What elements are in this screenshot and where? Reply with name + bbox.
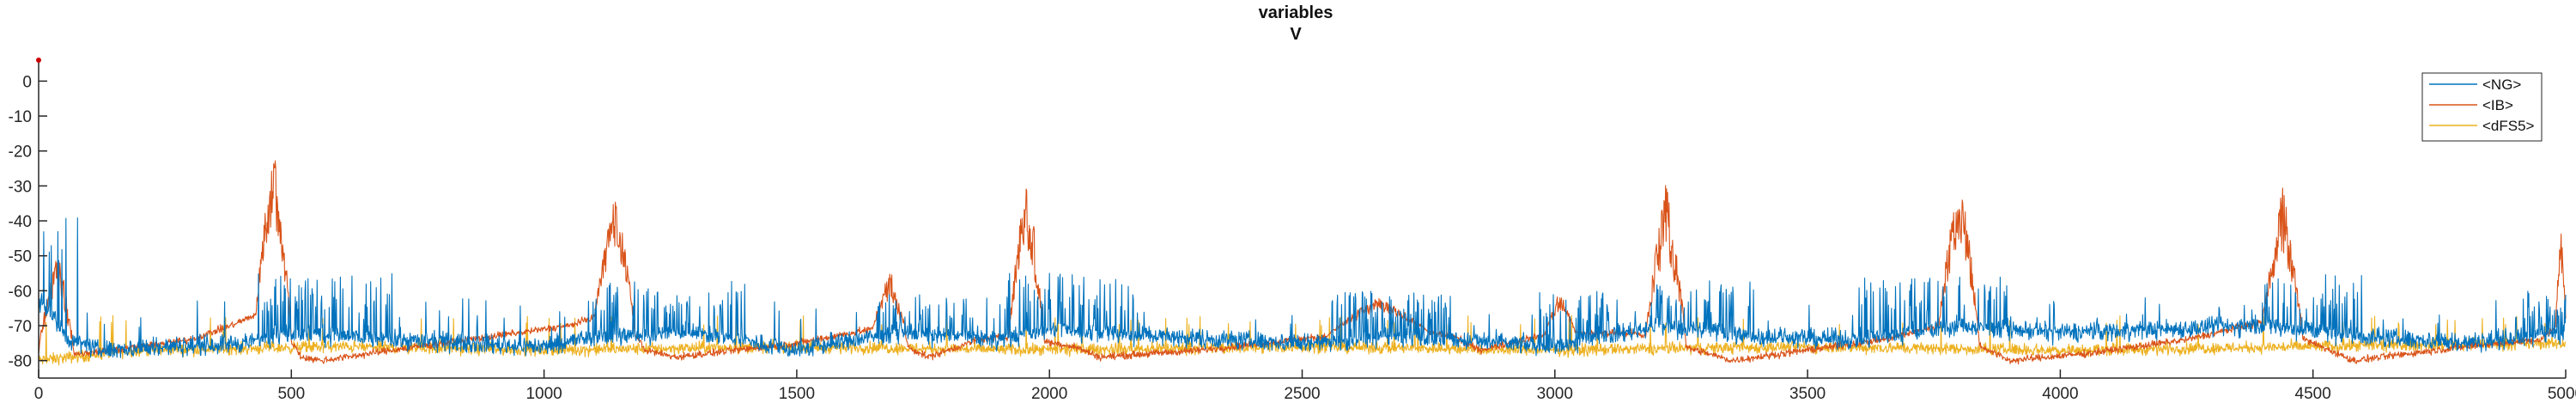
series-line-ng [38, 217, 2567, 358]
x-tick-label: 0 [34, 385, 44, 403]
y-tick-label: -10 [9, 108, 32, 126]
x-tick-label: 500 [277, 385, 305, 403]
y-tick-label: -60 [9, 283, 32, 301]
x-tick-label: 2000 [1031, 385, 1067, 403]
x-tick-label: 1000 [526, 385, 562, 403]
y-tick-label: -80 [9, 353, 32, 371]
y-tick-label: -30 [9, 178, 32, 196]
y-axis-ticks: 0 -10 -20 -30 -40 -50 -60 -70 -80 [9, 73, 47, 371]
x-tick-label: 3000 [1537, 385, 1573, 403]
x-tick-label: 2500 [1284, 385, 1320, 403]
y-tick-label: -40 [9, 213, 32, 231]
series-line-dfs5 [38, 314, 2567, 366]
chart-subtitle: V [1290, 25, 1302, 44]
legend: <NG> <IB> <dFS5> [2421, 72, 2543, 142]
y-tick-label: -70 [9, 318, 32, 336]
legend-label: <dFS5> [2482, 118, 2535, 134]
x-tick-label: 4000 [2042, 385, 2078, 403]
origin-marker [36, 58, 41, 63]
y-tick-label: -50 [9, 248, 32, 266]
x-tick-label: 4500 [2295, 385, 2331, 403]
series-line-ib [38, 160, 2567, 365]
legend-items: <NG> <IB> <dFS5> [2429, 76, 2535, 134]
x-tick-label: 1500 [779, 385, 815, 403]
legend-label: <IB> [2482, 97, 2513, 113]
legend-label: <NG> [2482, 76, 2521, 93]
y-tick-label: 0 [22, 73, 32, 91]
y-tick-label: -20 [9, 143, 32, 162]
chart-title: variables [1259, 3, 1334, 22]
series-layer [38, 160, 2567, 366]
x-tick-label: 3500 [1789, 385, 1826, 403]
